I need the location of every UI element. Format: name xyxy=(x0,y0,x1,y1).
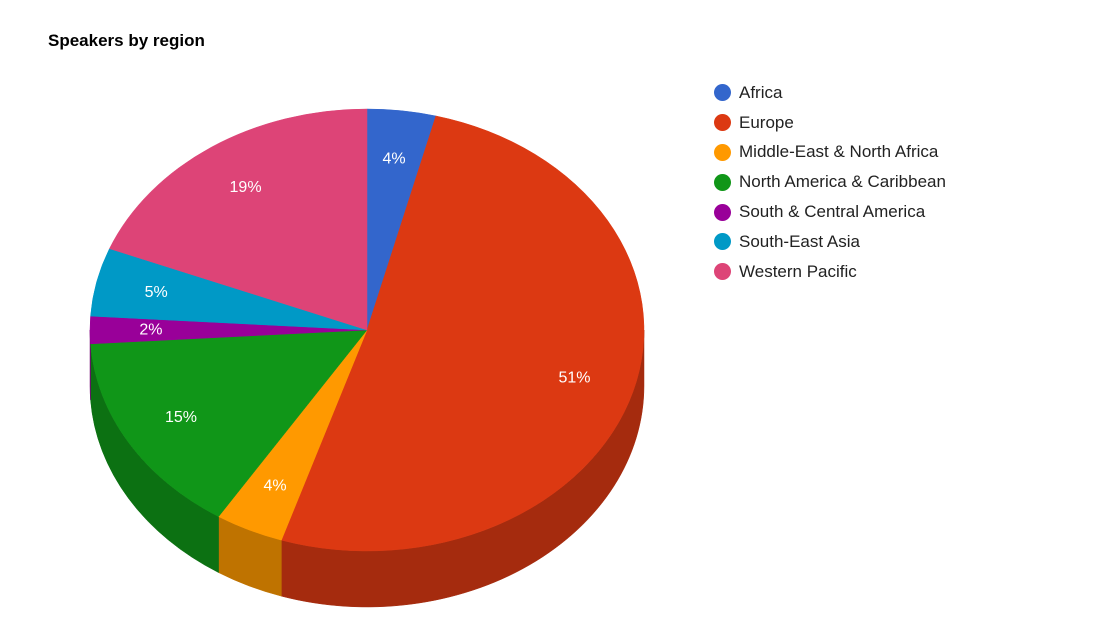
legend-swatch xyxy=(714,263,731,281)
legend-swatch xyxy=(714,233,731,251)
legend-label: Africa xyxy=(739,82,783,102)
slice-label-3: 15% xyxy=(165,409,197,426)
slice-label-2: 4% xyxy=(263,477,286,494)
legend-item-1[interactable]: Europe xyxy=(714,108,946,138)
legend-swatch xyxy=(714,84,731,102)
chart-title: Speakers by region xyxy=(48,31,205,50)
legend-swatch xyxy=(714,143,731,161)
legend-swatch xyxy=(714,173,731,191)
slice-label-1: 51% xyxy=(558,370,590,387)
legend-label: North America & Caribbean xyxy=(739,172,946,192)
slice-label-4: 2% xyxy=(139,322,162,339)
pie-slice-6[interactable] xyxy=(109,108,368,331)
legend-swatch xyxy=(714,203,731,221)
slice-label-6: 19% xyxy=(230,179,262,196)
legend-label: Middle-East & North Africa xyxy=(739,142,939,162)
legend-label: Europe xyxy=(739,112,794,132)
legend-item-6[interactable]: Western Pacific xyxy=(714,257,946,287)
legend-item-4[interactable]: South & Central America xyxy=(714,197,946,227)
legend-item-0[interactable]: Africa xyxy=(714,78,946,108)
legend-item-2[interactable]: Middle-East & North Africa xyxy=(714,138,946,168)
slice-labels: 4% 51% 4% 15% 2% 5% 19% xyxy=(139,150,590,494)
pie-slice-3[interactable] xyxy=(90,329,368,517)
legend-label: South-East Asia xyxy=(739,231,860,251)
pie-slice-1[interactable] xyxy=(281,115,645,552)
slice-label-5: 5% xyxy=(145,284,168,301)
legend-item-3[interactable]: North America & Caribbean xyxy=(714,167,946,197)
legend-label: South & Central America xyxy=(739,202,926,222)
pie-slices xyxy=(89,108,645,552)
legend-swatch xyxy=(714,114,731,132)
legend-item-5[interactable]: South-East Asia xyxy=(714,227,946,257)
legend: Africa Europe Middle-East & North Africa No… xyxy=(714,78,946,287)
slice-label-0: 4% xyxy=(383,150,406,167)
legend-label: Western Pacific xyxy=(739,261,857,281)
